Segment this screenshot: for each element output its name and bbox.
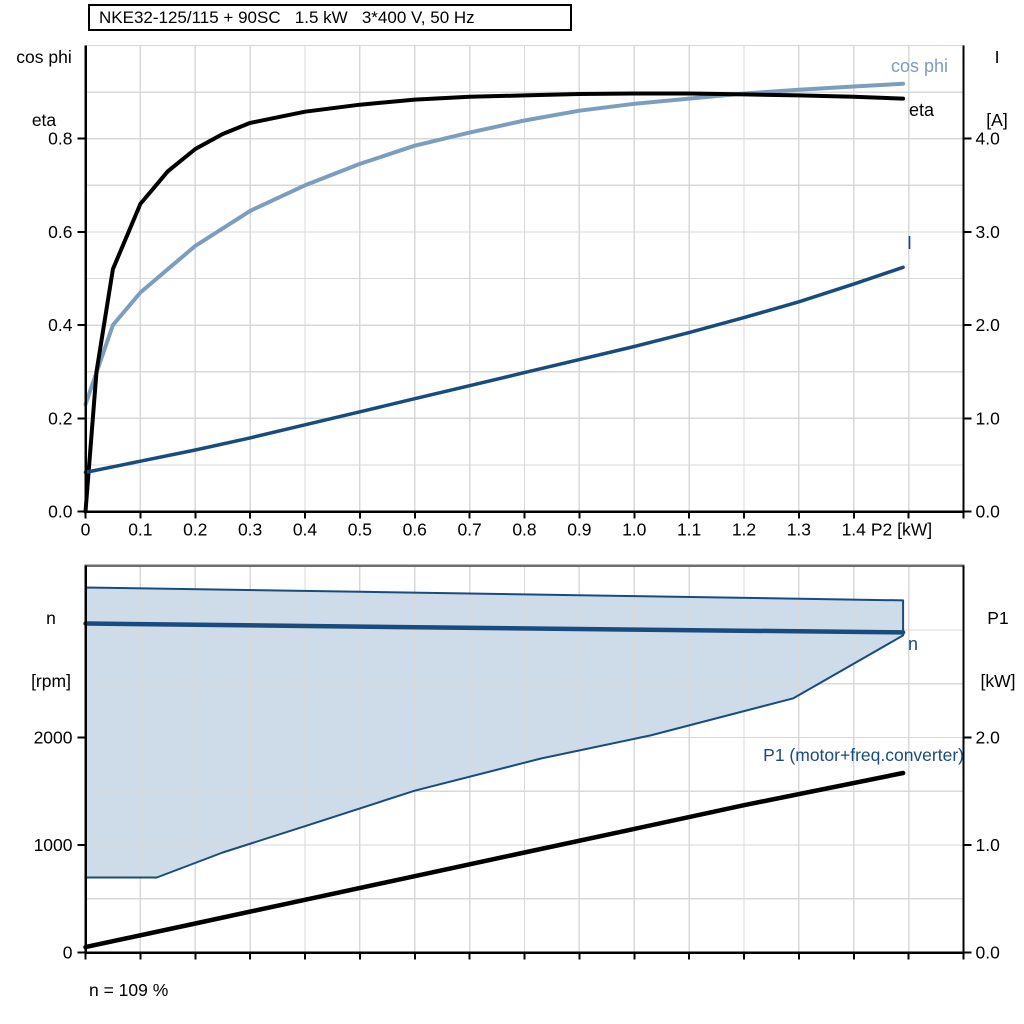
svg-text:1.2: 1.2	[732, 520, 756, 540]
svg-text:1.4: 1.4	[842, 520, 867, 540]
svg-text:0.2: 0.2	[183, 520, 207, 540]
bottom-left-axis-title: n [rpm]	[18, 566, 84, 713]
series-n	[83, 621, 906, 635]
svg-text:0.5: 0.5	[348, 520, 372, 540]
speed-unit-label: [rpm]	[31, 671, 71, 691]
svg-text:0.7: 0.7	[457, 520, 481, 540]
svg-text:1.1: 1.1	[677, 520, 701, 540]
svg-text:0.4: 0.4	[293, 520, 318, 540]
series-I	[83, 265, 905, 475]
svg-text:1.0: 1.0	[622, 520, 647, 540]
bottom-right-axis-title: P1 [kW]	[970, 566, 1024, 713]
title-box: NKE32-125/115 + 90SC 1.5 kW 3*400 V, 50 …	[88, 4, 572, 31]
svg-text:1.0: 1.0	[976, 408, 1001, 428]
svg-text:0.8: 0.8	[48, 129, 72, 149]
series-P1-motor-freq-converter	[83, 770, 906, 950]
svg-text:0.9: 0.9	[567, 520, 591, 540]
cos-phi-axis-label: cos phi	[16, 47, 72, 67]
p1-unit-label: [kW]	[980, 671, 1016, 691]
svg-text:0: 0	[81, 520, 91, 540]
speed-axis-label: n	[46, 608, 56, 628]
svg-text:1.0: 1.0	[976, 835, 1001, 855]
svg-text:2.0: 2.0	[976, 315, 1001, 335]
svg-text:4.0: 4.0	[976, 129, 1001, 149]
svg-text:0.6: 0.6	[403, 520, 427, 540]
svg-text:2000: 2000	[34, 728, 73, 748]
svg-text:3.0: 3.0	[976, 222, 1001, 242]
svg-text:0.3: 0.3	[238, 520, 262, 540]
speed-curve-label: n	[908, 634, 919, 654]
svg-text:0.4: 0.4	[48, 315, 73, 335]
top-left-axis-title: cos phi eta	[6, 5, 82, 152]
svg-text:0.8: 0.8	[512, 520, 536, 540]
series-eta	[83, 91, 906, 514]
eta-axis-label: eta	[31, 110, 57, 130]
svg-text:0.0: 0.0	[48, 502, 73, 522]
eta-curve-label: eta	[909, 100, 935, 120]
svg-text:1.3: 1.3	[787, 520, 811, 540]
speed-control-range-area	[85, 587, 904, 878]
p1-curve-label: P1 (motor+freq.converter)	[763, 745, 964, 765]
cos-phi-curve-label: cos phi	[891, 56, 949, 76]
svg-text:0.0: 0.0	[976, 502, 1001, 522]
svg-text:0.0: 0.0	[976, 943, 1001, 963]
svg-text:1000: 1000	[34, 835, 73, 855]
p1-axis-label: P1	[987, 608, 1009, 628]
tick-labels: 0 0.1 0.2 0.3 0.4 0.5 0.6 0.7 0.8 0.9 1.0 1.1 1.2 1.3…	[48, 129, 1000, 540]
tick-labels: 0 1000 2000 0.0 1.0 2.0	[34, 728, 1001, 963]
current-axis-label: I	[994, 47, 1000, 67]
current-unit-label: [A]	[986, 110, 1008, 130]
svg-text:2.0: 2.0	[976, 728, 1001, 748]
speed-percent-note: n = 109 %	[89, 980, 169, 1000]
svg-text:0.1: 0.1	[128, 520, 152, 540]
svg-text:P2 [kW]: P2 [kW]	[871, 520, 932, 540]
speed-control-range-outline	[84, 586, 905, 879]
svg-text:0.6: 0.6	[48, 222, 72, 242]
svg-text:0: 0	[63, 943, 73, 963]
svg-text:0.2: 0.2	[48, 408, 72, 428]
top-right-axis-title: I [A]	[974, 5, 1020, 152]
current-curve-label: I	[907, 233, 913, 253]
